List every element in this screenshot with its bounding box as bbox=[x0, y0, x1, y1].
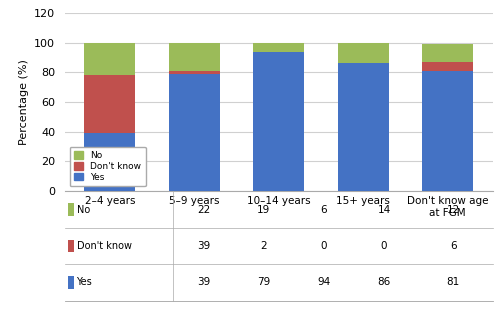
Bar bbox=[254, 52, 304, 191]
Text: 0: 0 bbox=[320, 241, 327, 251]
Text: 22: 22 bbox=[197, 205, 210, 215]
Bar bbox=[338, 43, 388, 63]
Bar bbox=[169, 43, 220, 71]
Text: Don't know: Don't know bbox=[76, 241, 132, 251]
Legend: No, Don't know, Yes: No, Don't know, Yes bbox=[70, 147, 146, 186]
Text: 12: 12 bbox=[446, 205, 460, 215]
Bar bbox=[84, 75, 135, 133]
Bar bbox=[68, 240, 73, 252]
Bar bbox=[84, 133, 135, 191]
Text: 6: 6 bbox=[450, 241, 456, 251]
Bar bbox=[68, 203, 73, 216]
Text: 6: 6 bbox=[320, 205, 327, 215]
Y-axis label: Percentage (%): Percentage (%) bbox=[18, 59, 28, 145]
Bar bbox=[68, 276, 73, 289]
Text: 0: 0 bbox=[381, 241, 388, 251]
Bar bbox=[338, 63, 388, 191]
Text: 14: 14 bbox=[378, 205, 390, 215]
Text: 39: 39 bbox=[197, 241, 210, 251]
Bar bbox=[84, 43, 135, 75]
Bar bbox=[169, 71, 220, 74]
Bar bbox=[422, 71, 473, 191]
Bar bbox=[422, 62, 473, 71]
Text: 19: 19 bbox=[257, 205, 270, 215]
Text: 81: 81 bbox=[446, 277, 460, 288]
Bar bbox=[422, 44, 473, 62]
Text: No: No bbox=[76, 205, 90, 215]
Text: 79: 79 bbox=[257, 277, 270, 288]
Text: 39: 39 bbox=[197, 277, 210, 288]
Text: 86: 86 bbox=[378, 277, 390, 288]
Bar bbox=[169, 74, 220, 191]
Text: Yes: Yes bbox=[76, 277, 92, 288]
Text: 2: 2 bbox=[260, 241, 267, 251]
Text: 94: 94 bbox=[318, 277, 330, 288]
Bar bbox=[254, 43, 304, 52]
